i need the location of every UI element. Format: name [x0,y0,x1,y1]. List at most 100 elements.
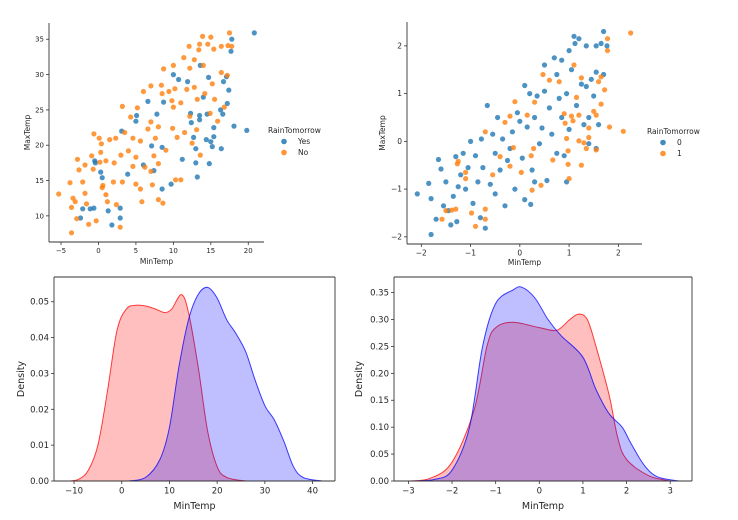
x-axis-label: MinTemp [140,257,174,266]
scatter-point-Yes [170,72,176,78]
scatter-point-1 [565,148,571,154]
scatter-point-1 [586,125,592,131]
scatter-point-1 [598,74,604,80]
scatter-point-0 [541,62,548,68]
scatter-point-No [189,140,195,146]
scatter-point-1 [507,113,513,119]
scatter-point-0 [484,102,490,109]
scatter-point-0 [604,43,610,49]
scatter-point-0 [536,141,543,147]
x-tick-label: 0 [96,247,100,255]
scatter-point-1 [532,99,538,105]
scatter-point-No [142,164,148,170]
scatter-point-Yes [179,156,185,162]
scatter-point-Yes [161,99,167,105]
scatter-point-No [178,100,184,106]
scatter-point-Yes [80,206,86,212]
scatter-point-No [68,204,75,210]
scatter-point-No [110,179,116,185]
scatter-point-No [181,55,187,61]
legend-marker [281,149,287,156]
scatter-point-Yes [194,174,200,180]
x-tick-label: 1 [580,487,585,497]
scatter-point-No [122,129,128,136]
scatter-point-No [56,191,62,197]
scatter-point-0 [475,179,481,185]
scatter-point-Yes [193,160,199,166]
scatter-point-Yes [203,137,209,143]
scatter-point-1 [463,176,469,182]
scatter-point-No [97,159,103,165]
scatter-point-No [145,126,151,132]
scatter-point-0 [532,114,538,121]
y-tick-label: 30 [35,71,44,79]
legend: RainTomorrow Yes No [268,126,321,157]
scatter-point-No [96,135,102,141]
scatter-point-1 [518,169,524,175]
scatter-point-No [161,66,167,72]
scatter-point-No [98,141,104,147]
scatter-point-0 [458,172,464,178]
scatter-point-No [130,135,136,141]
x-tick-label: 10 [169,247,178,255]
scatter-point-Yes [117,215,123,221]
x-tick-label: −1 [489,487,502,497]
scatter-point-No [170,104,176,110]
x-tick-label: 3 [667,487,672,497]
scatter-point-No [186,43,192,49]
scatter-point-No [93,218,99,224]
scatter-point-0 [426,180,432,186]
scatter-point-Yes [154,111,160,117]
scatter-point-No [155,161,161,167]
scatter-point-Yes [193,146,199,152]
scatter-point-0 [477,215,483,221]
scatter-point-1 [586,134,592,141]
scatter-point-1 [468,210,475,216]
scatter-point-No [80,179,86,185]
y-axis-label: MaxTemp [23,115,32,151]
scatter-point-No [170,125,176,131]
y-axis-label: Density [354,361,365,397]
scatter-point-1 [546,77,553,83]
scatter-point-1 [568,113,575,119]
scatter-point-0 [440,203,447,209]
scatter-point-No [128,114,134,120]
scatter-point-Yes [191,134,197,140]
scatter-point-0 [593,43,599,49]
scatter-point-0 [554,71,560,78]
scatter-point-0 [482,225,488,231]
scatter-point-No [90,166,96,172]
scatter-point-No [182,129,188,136]
scatter-point-No [212,96,218,102]
scatter-point-1 [620,128,626,134]
scatter-point-1 [443,208,449,214]
scatter-point-1 [564,135,570,142]
scatter-point-0 [559,114,565,121]
scatter-point-Yes [117,205,123,211]
scatter-point-0 [478,136,484,142]
scatter-point-0 [561,153,567,159]
scatter-point-No [149,182,155,188]
x-tick-label: 15 [206,247,215,255]
scatter-point-1 [628,30,634,36]
scatter-point-No [211,46,217,52]
scatter-point-No [89,153,95,159]
scatter-point-1 [472,223,479,229]
scatter-point-Yes [125,171,131,177]
scatter-point-0 [453,154,459,160]
scatter-point-0 [572,40,578,47]
scatter-point-Yes [251,30,257,36]
scatter-point-0 [588,76,594,82]
scatter-point-1 [528,153,534,159]
scatter-point-Yes [145,98,151,104]
scatter-point-No [67,180,73,186]
scatter-point-1 [570,118,576,124]
scatter-point-No [200,33,206,40]
scatter-point-No [68,230,75,236]
scatter-point-0 [502,203,508,209]
scatter-point-No [166,88,172,95]
scatter-point-Yes [231,123,237,129]
y-tick-label: 35 [35,36,44,44]
scatter-point-No [91,131,97,137]
scatter-point-0 [455,184,461,190]
